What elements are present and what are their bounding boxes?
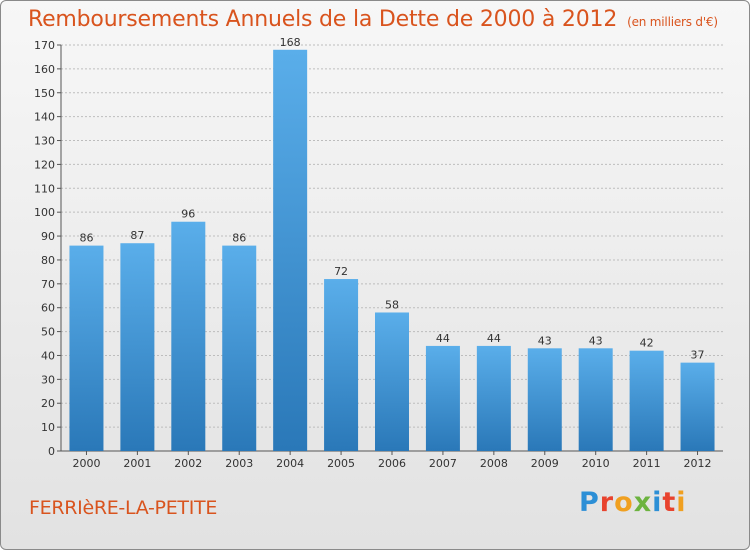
logo-letter: P xyxy=(579,487,600,518)
y-tick-label: 70 xyxy=(41,278,55,291)
chart-unit: (en milliers d'€) xyxy=(627,15,718,29)
chart-title-text: Remboursements Annuels de la Dette de 20… xyxy=(28,7,618,32)
data-label: 37 xyxy=(691,349,705,362)
bar xyxy=(324,279,359,451)
logo-letter: r xyxy=(599,487,615,518)
y-tick-label: 80 xyxy=(41,254,55,267)
x-tick-label: 2010 xyxy=(582,457,610,470)
y-tick-label: 60 xyxy=(41,302,55,315)
bar xyxy=(120,243,155,451)
bar xyxy=(425,345,460,451)
x-tick-label: 2006 xyxy=(378,457,406,470)
y-tick-label: 40 xyxy=(41,349,55,362)
y-tick-label: 140 xyxy=(34,111,55,124)
x-tick-label: 2003 xyxy=(225,457,253,470)
bar xyxy=(680,362,715,451)
y-tick-label: 170 xyxy=(34,39,55,52)
y-tick-label: 160 xyxy=(34,63,55,76)
x-tick-label: 2000 xyxy=(72,457,100,470)
x-tick-label: 2008 xyxy=(480,457,508,470)
y-tick-label: 30 xyxy=(41,373,55,386)
proxiti-logo: Proxiti xyxy=(579,487,687,518)
data-label: 168 xyxy=(280,36,301,49)
data-label: 87 xyxy=(130,229,144,242)
bar xyxy=(69,245,104,451)
bar xyxy=(578,348,613,451)
data-label: 58 xyxy=(385,298,399,311)
city-name: FERRIèRE-LA-PETITE xyxy=(29,497,218,519)
x-tick-label: 2011 xyxy=(633,457,661,470)
y-tick-label: 20 xyxy=(41,397,55,410)
logo-letter: i xyxy=(676,487,687,518)
data-label: 86 xyxy=(232,232,246,245)
data-label: 44 xyxy=(487,332,501,345)
y-tick-label: 90 xyxy=(41,230,55,243)
data-label: 72 xyxy=(334,265,348,278)
logo-letter: o xyxy=(614,487,634,518)
data-label: 44 xyxy=(436,332,450,345)
y-tick-label: 50 xyxy=(41,326,55,339)
y-tick-label: 0 xyxy=(48,445,55,458)
x-tick-label: 2009 xyxy=(531,457,559,470)
bar xyxy=(527,348,562,451)
data-label: 43 xyxy=(589,334,603,347)
bar xyxy=(273,49,308,452)
data-label: 43 xyxy=(538,334,552,347)
x-tick-label: 2002 xyxy=(174,457,202,470)
y-tick-label: 10 xyxy=(41,421,55,434)
y-tick-label: 150 xyxy=(34,87,55,100)
bar xyxy=(222,245,257,451)
x-tick-label: 2001 xyxy=(123,457,151,470)
logo-letter: t xyxy=(662,487,677,518)
y-tick-label: 110 xyxy=(34,182,55,195)
bar xyxy=(476,345,511,451)
data-label: 96 xyxy=(181,208,195,221)
y-tick-label: 120 xyxy=(34,158,55,171)
y-tick-label: 100 xyxy=(34,206,55,219)
x-tick-label: 2012 xyxy=(684,457,712,470)
y-tick-label: 130 xyxy=(34,135,55,148)
x-tick-label: 2007 xyxy=(429,457,457,470)
logo-letter: x xyxy=(633,487,653,518)
bar xyxy=(171,221,206,451)
bar xyxy=(629,350,664,451)
data-label: 86 xyxy=(79,232,93,245)
x-tick-label: 2005 xyxy=(327,457,355,470)
data-label: 42 xyxy=(640,337,654,350)
x-tick-label: 2004 xyxy=(276,457,304,470)
chart-title: Remboursements Annuels de la Dette de 20… xyxy=(28,7,718,32)
logo-letter: i xyxy=(652,487,663,518)
bar xyxy=(375,312,409,451)
